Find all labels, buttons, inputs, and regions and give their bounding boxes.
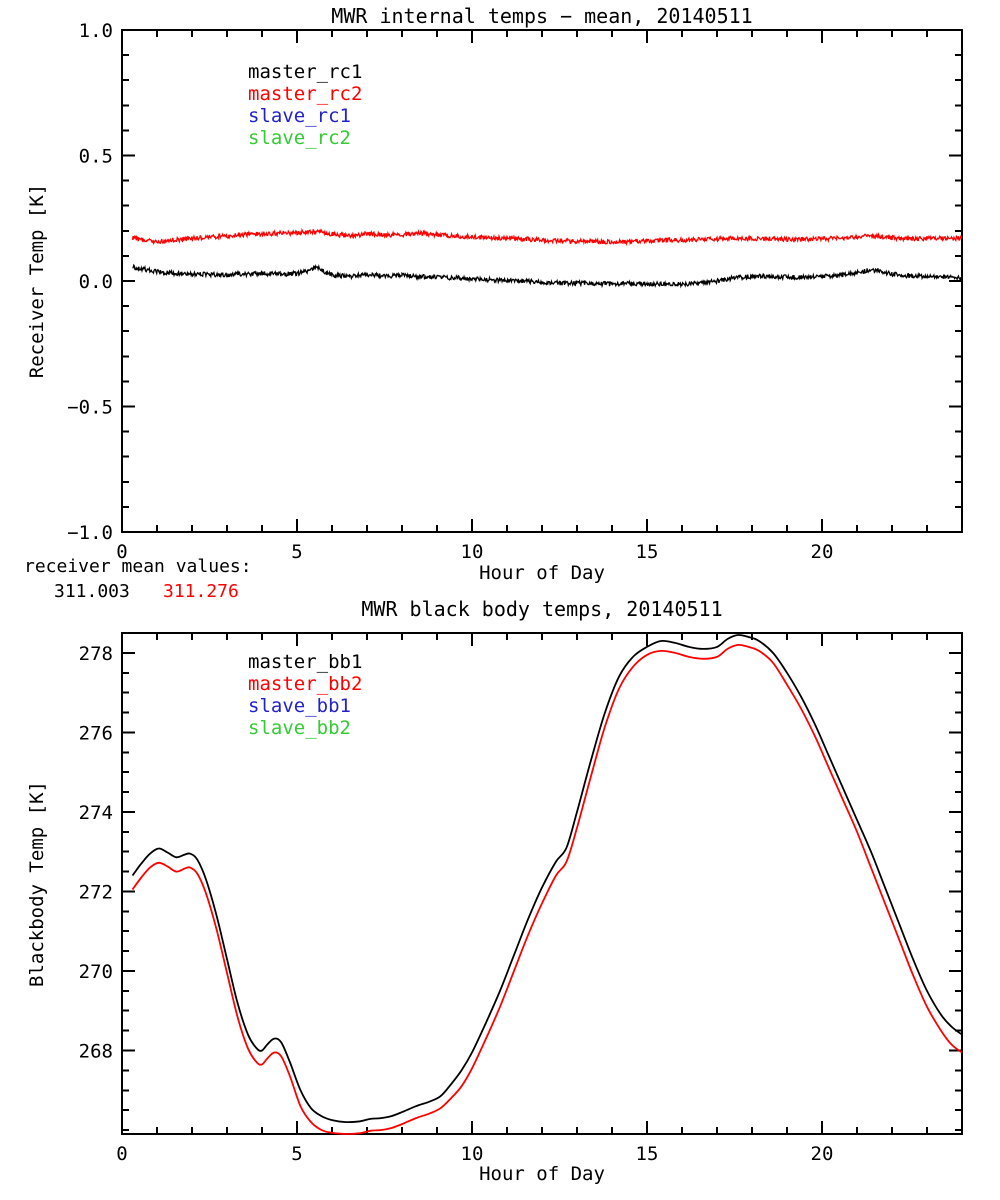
legend-item: master_bb2 [248, 672, 363, 695]
x-tick-label: 0 [116, 541, 127, 563]
receiver-mean-value-2: 311.276 [163, 581, 239, 602]
chart2-legend: master_bb1 master_bb2 slave_bb1 slave_bb… [248, 651, 363, 739]
x-tick-label: 20 [811, 541, 834, 563]
legend-item: slave_rc2 [248, 126, 351, 149]
chart1-ylabel: Receiver Temp [K] [26, 183, 49, 379]
y-tick-label: 274 [79, 802, 113, 824]
series-master_bb2 [131, 643, 963, 1135]
y-tick-label: −1.0 [67, 522, 113, 544]
x-tick-label: 10 [461, 1143, 484, 1165]
chart1-axes [121, 29, 963, 533]
chart1-xlabel: Hour of Day [479, 562, 605, 584]
chart2: 0 5 10 15 20 268 270 272 274 276 278 [79, 632, 963, 1165]
legend-item: master_rc2 [248, 82, 363, 105]
x-tick-label: 0 [116, 1143, 127, 1165]
x-tick-label: 15 [636, 1143, 659, 1165]
y-tick-label: 1.0 [79, 20, 113, 42]
y-tick-label: 270 [79, 961, 113, 983]
series-master_rc2 [131, 227, 963, 247]
x-tick-label: 10 [461, 541, 484, 563]
legend-item: master_bb1 [248, 651, 363, 673]
chart1-legend: master_rc1 master_rc2 slave_rc1 slave_rc… [248, 61, 363, 149]
chart1-tick-labels: 0 5 10 15 20 −1.0 −0.5 0.0 0.5 1.0 [67, 20, 833, 563]
x-tick-label: 15 [636, 541, 659, 563]
chart2-xlabel: Hour of Day [479, 1163, 605, 1185]
legend-item: slave_rc1 [248, 104, 351, 127]
receiver-mean-label: receiver mean values: [24, 556, 252, 577]
x-tick-label: 5 [291, 541, 302, 563]
y-tick-label: 0.5 [79, 146, 113, 168]
chart1: 0 5 10 15 20 −1.0 −0.5 0.0 0.5 1.0 [67, 20, 963, 563]
x-tick-label: 20 [811, 1143, 834, 1165]
chart2-tick-labels: 0 5 10 15 20 268 270 272 274 276 278 [79, 643, 834, 1165]
series-master_rc1 [132, 263, 963, 289]
y-tick-label: 268 [79, 1041, 113, 1063]
chart2-title: MWR black body temps, 20140511 [361, 597, 723, 621]
legend-item: master_rc1 [248, 61, 363, 83]
y-tick-label: 276 [79, 722, 113, 744]
legend-item: slave_bb1 [248, 694, 351, 717]
chart1-title: MWR internal temps − mean, 20140511 [331, 4, 753, 28]
y-tick-label: 0.0 [79, 271, 113, 293]
receiver-mean-value-1: 311.003 [54, 581, 130, 602]
y-tick-label: 278 [79, 643, 113, 665]
y-tick-label: 272 [79, 881, 113, 903]
x-tick-label: 5 [291, 1143, 302, 1165]
series-master_bb1 [131, 634, 963, 1124]
chart2-ylabel: Blackbody Temp [K] [26, 781, 49, 987]
legend-item: slave_bb2 [248, 716, 351, 739]
y-tick-label: −0.5 [67, 397, 113, 419]
